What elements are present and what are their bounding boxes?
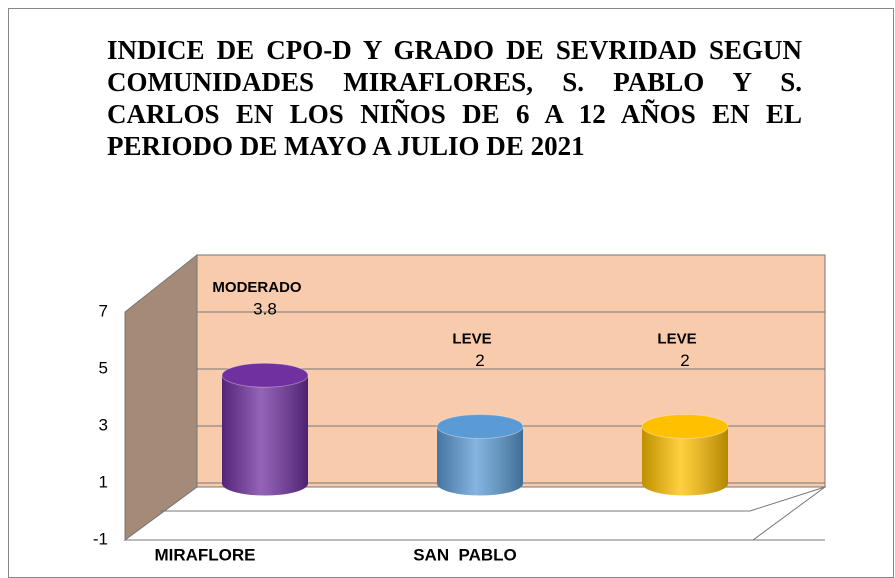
x-tick-label: MIRAFLORE — [154, 545, 255, 564]
x-tick-label: SAN PABLO — [413, 545, 517, 564]
y-tick-label: 5 — [99, 358, 108, 377]
y-tick-label: 3 — [99, 415, 108, 434]
severity-label: MODERADO — [212, 279, 301, 296]
value-label: 2 — [680, 351, 689, 370]
bar-shade — [437, 426, 523, 496]
chart: -1 1 3 5 7 3.8 MODERADO MIRAFLORE 2 LEVE SAN PABLO… — [93, 253, 827, 564]
bar-shade — [642, 426, 728, 496]
bar-top — [641, 414, 729, 439]
bar-top — [221, 362, 309, 388]
severity-label: LEVE — [657, 330, 696, 347]
severity-label: LEVE — [452, 330, 491, 347]
bar-top — [436, 414, 524, 439]
value-label: 2 — [475, 351, 484, 370]
value-label: 3.8 — [253, 300, 277, 319]
y-tick-label: -1 — [93, 529, 108, 548]
bar-shade — [222, 375, 308, 496]
chart-title: INDICE DE CPO-D Y GRADO DE SEVRIDAD SEGU… — [107, 35, 802, 161]
y-tick-label: 1 — [99, 472, 108, 491]
y-tick-label: 7 — [99, 301, 108, 320]
floor-edge — [749, 486, 826, 512]
